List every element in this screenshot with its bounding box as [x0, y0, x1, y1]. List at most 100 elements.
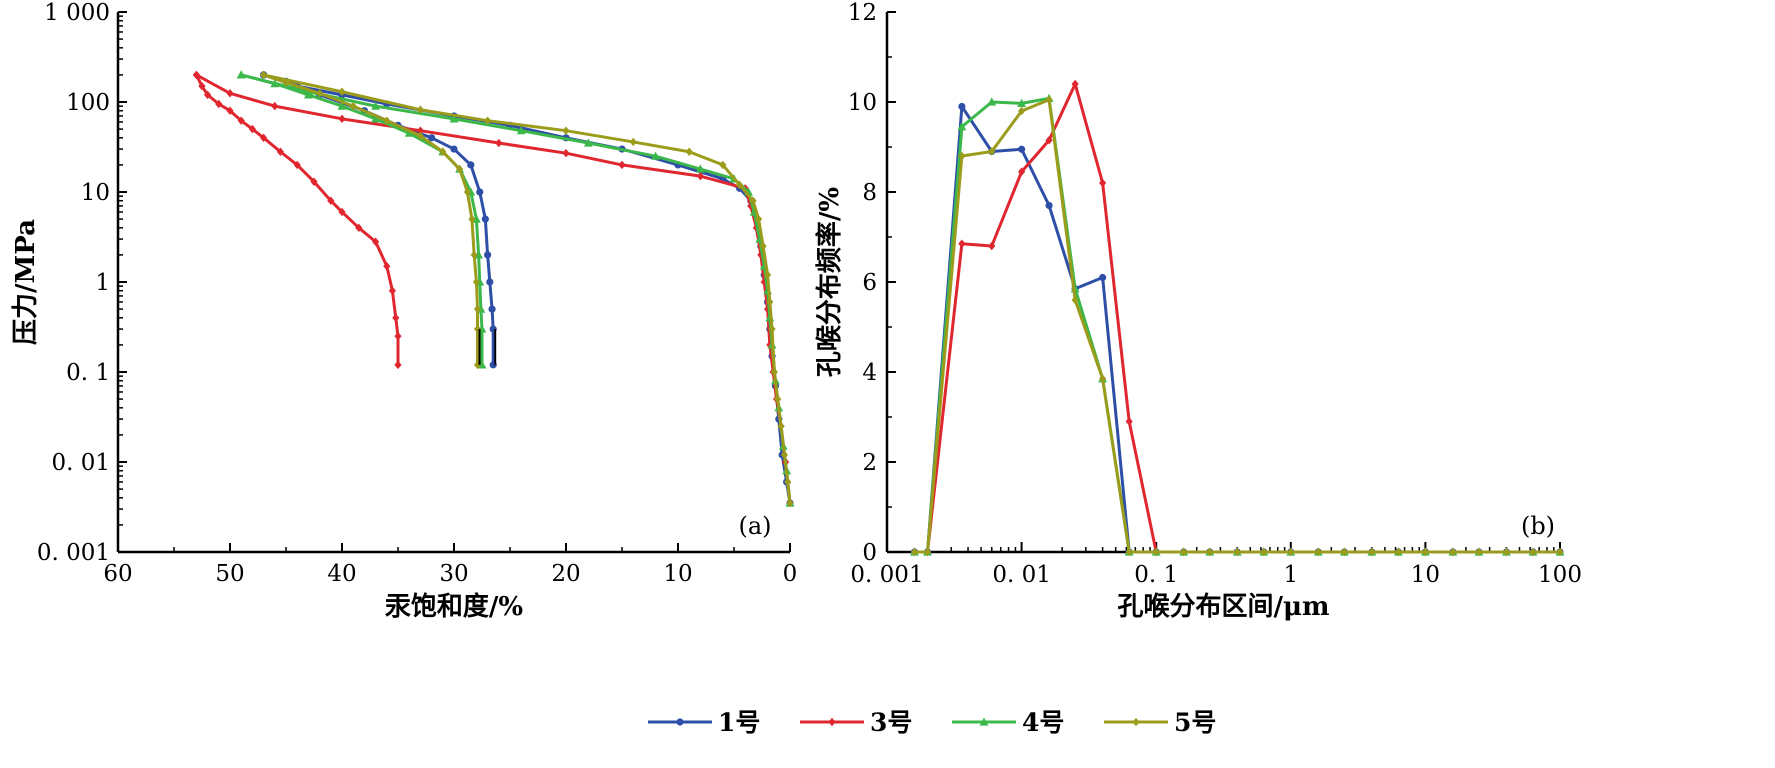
panel-b-data-point-5号 — [958, 151, 966, 161]
panel-a-data-point-5号 — [685, 147, 693, 156]
panel-b-y-tick-label: 4 — [862, 360, 877, 386]
panel-a-data-point-5号 — [463, 187, 472, 197]
panel-a-data-point-3号 — [310, 177, 318, 186]
panel-a-data-point-4号 — [651, 151, 660, 160]
legend-marker-3号 — [828, 717, 836, 727]
panel-b-x-tick-label: 1 — [1283, 562, 1298, 588]
panel-a-data-point-3号 — [394, 331, 402, 341]
panel-a-data-point-1号 — [484, 251, 492, 259]
panel-b-data-point-5号 — [1368, 547, 1376, 557]
panel-a-data-point-1号 — [476, 188, 484, 196]
panel-a-data-point-4号 — [404, 128, 414, 137]
panel-b-data-point-5号 — [1287, 547, 1295, 557]
panel-a-data-point-5号 — [338, 87, 346, 96]
panel-b-data-point-3号 — [988, 241, 996, 251]
legend-swatch-marker — [1132, 717, 1140, 727]
panel-a-data-point-3号 — [383, 261, 391, 271]
panel-b-data-point-5号 — [1449, 547, 1457, 557]
panel-a-data-point-3号 — [696, 171, 704, 181]
panel-a-data-point-5号 — [349, 101, 357, 111]
legend-item-5: 5号 — [1104, 708, 1216, 737]
panel-b-y-tick-label: 6 — [862, 270, 877, 296]
panel-b-data-point-4号 — [1017, 98, 1026, 107]
panel-a-data-point-4号 — [270, 79, 280, 88]
panel-a-data-point-5号 — [777, 421, 785, 431]
panel-a-data-point-3号 — [198, 81, 206, 91]
panel-b-data-point-5号 — [988, 147, 996, 156]
panel-a-data-point-1号 — [428, 134, 436, 142]
panel-b-data-point-1号 — [1018, 145, 1026, 153]
panel-a-data-point-5号 — [472, 277, 480, 287]
panel-a-data-point-3号 — [215, 99, 223, 109]
panel-a-x-axis-title: 汞饱和度/% — [385, 591, 523, 622]
panel-b-series-line-3号 — [914, 82, 1560, 554]
panel-a-x-tick-label: 50 — [215, 561, 244, 587]
panel-b-y-tick-label: 0 — [862, 540, 877, 566]
panel-a-data-point-4号 — [449, 114, 459, 123]
panel-b-data-point-5号 — [1314, 547, 1322, 557]
panel-a-series-line-5号-injection — [263, 73, 792, 504]
panel-b-data-point-3号 — [958, 239, 966, 248]
panel-b-data-point-3号 — [1125, 417, 1133, 426]
panel-b-data-point-3号 — [1071, 79, 1079, 89]
panel-a-data-point-4号 — [477, 360, 487, 369]
panel-a-data-point-5号 — [562, 126, 570, 135]
panel-b-x-tick-label: 10 — [1411, 562, 1440, 588]
panel-b-data-point-4号 — [987, 97, 997, 106]
panel-a-data-point-5号 — [629, 137, 637, 147]
panel-a-data-point-3号 — [192, 70, 200, 80]
panel-b-axes — [885, 12, 1560, 554]
panel-a-data-point-4号 — [337, 101, 347, 110]
panel-a-data-point-3号 — [226, 89, 234, 98]
panel-a-label: (a) — [738, 512, 771, 540]
panel-b-data-point-5号 — [910, 547, 919, 557]
panel-a-x-tick-label: 40 — [327, 561, 356, 587]
panel-b-data-point-3号 — [1018, 167, 1026, 176]
panel-a-data-point-4号 — [371, 114, 380, 123]
panel-b-data-point-5号 — [1340, 547, 1348, 557]
legend-swatch-marker — [676, 718, 684, 726]
panel-a-data-point-5号 — [774, 394, 782, 404]
panel-a-data-point-5号 — [473, 304, 482, 314]
panel-a-data-point-3号 — [562, 148, 570, 158]
panel-a-y-tick-label: 0. 001 — [37, 540, 110, 566]
panel-a-data-point-3号 — [747, 201, 755, 211]
panel-a-data-point-3号 — [204, 90, 212, 100]
panel-a-data-point-4号 — [696, 164, 705, 173]
legend-marker-1号 — [676, 718, 684, 726]
panel-b-data-point-5号 — [1421, 547, 1429, 557]
panel-a-x-tick-label: 30 — [439, 561, 468, 587]
panel-b-ticks: 0 2 4 6 8 10 12 0. 001 0. 01 0. 1 1 10 100 — [848, 0, 1582, 588]
panel-b-data-point-4号 — [957, 122, 967, 131]
panel-a-data-point-5号 — [470, 250, 478, 260]
panel-b-data-point-5号 — [923, 547, 932, 557]
panel-b-label: (b) — [1521, 512, 1555, 540]
panel-b-y-tick-label: 2 — [862, 450, 877, 476]
panel-b-data-point-3号 — [1099, 178, 1107, 188]
panel-b-data-point-5号 — [1529, 547, 1537, 557]
panel-a-x-tick-label: 60 — [103, 561, 132, 587]
panel-a-x-tick-label: 20 — [551, 561, 580, 587]
panel-a-data-point-1号 — [450, 145, 458, 153]
panel-a-data-point-3号 — [276, 147, 284, 156]
panel-b-data-point-5号 — [1394, 547, 1402, 557]
panel-a-data-point-4号 — [304, 90, 313, 99]
legend-marker-4号 — [979, 717, 989, 726]
panel-a-y-tick-label: 10 — [81, 180, 110, 206]
panel-b-data-point-5号 — [1099, 374, 1107, 383]
panel-a-data-point-3号 — [327, 196, 335, 205]
panel-b-data-point-5号 — [1045, 95, 1053, 104]
panel-a-x-tick-label: 0 — [783, 561, 798, 587]
panel-a-data-point-5号 — [784, 477, 792, 487]
panel-b-data-point-5号 — [1180, 547, 1188, 557]
panel-a-data-point-5号 — [484, 116, 492, 125]
panel-a-data-point-3号 — [764, 304, 772, 314]
panel-a-data-point-3号 — [618, 160, 626, 170]
panel-b-data-point-5号 — [1260, 547, 1268, 557]
panel-b-x-axis-title: 孔喉分布区间/μm — [1117, 591, 1329, 622]
panel-a-data-point-5号 — [468, 214, 476, 224]
panel-a-data-point-1号 — [481, 215, 489, 223]
